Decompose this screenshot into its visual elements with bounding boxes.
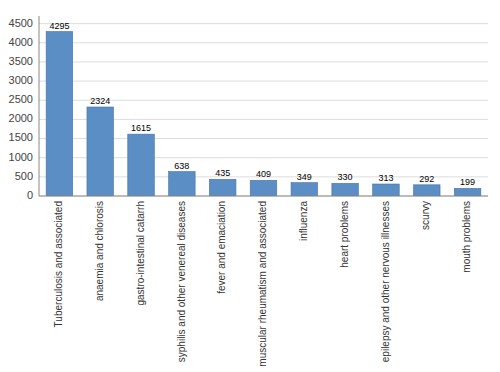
y-tick-label: 0 — [27, 189, 33, 201]
y-axis-line — [39, 16, 40, 196]
bar — [373, 184, 400, 196]
bars — [46, 32, 481, 196]
y-tick-label: 2000 — [9, 112, 33, 124]
chart: 0 500 1000 1500 2000 2500 3000 3500 4000 4500 4295… — [0, 0, 500, 372]
x-tick-label: scurvy — [420, 201, 431, 230]
data-label: 292 — [419, 174, 434, 184]
data-label: 313 — [378, 173, 393, 183]
x-tick-label: syphilis and other venereal diseases — [176, 201, 187, 362]
grid-line — [39, 42, 488, 43]
y-axis-ticks: 0 500 1000 1500 2000 2500 3000 3500 4000 4500 — [9, 17, 33, 201]
bar — [454, 188, 481, 196]
x-tick-label: heart problems — [339, 201, 350, 268]
bar — [87, 107, 114, 196]
y-tick-label: 500 — [15, 170, 33, 182]
bar — [128, 134, 155, 196]
y-tick-label: 1000 — [9, 151, 33, 163]
y-tick-label: 4500 — [9, 17, 33, 29]
data-label: 409 — [256, 169, 271, 179]
x-tick-label: Tuberculosis and associated — [53, 201, 64, 327]
bar — [46, 32, 73, 196]
x-axis-labels: Tuberculosis and associated anaemia and c… — [53, 201, 472, 367]
x-axis-line — [39, 196, 488, 197]
grid-line — [39, 196, 488, 197]
data-labels: 4295 2324 1615 638 435 409 349 330 313 292 199 — [49, 21, 475, 188]
data-label: 349 — [297, 172, 312, 182]
data-label: 2324 — [90, 96, 110, 106]
background — [0, 0, 500, 372]
grid-line — [39, 23, 488, 24]
bar — [209, 179, 236, 196]
data-label: 330 — [338, 172, 353, 182]
bar — [169, 172, 196, 196]
data-label: 435 — [215, 168, 230, 178]
data-label: 638 — [174, 161, 189, 171]
y-tick-label: 2500 — [9, 93, 33, 105]
x-tick-label: influenza — [298, 201, 309, 241]
x-tick-label: muscular rheumatism and associated — [257, 201, 268, 367]
bar — [250, 180, 277, 196]
grid — [39, 24, 488, 196]
data-label: 1615 — [131, 123, 151, 133]
bar — [291, 183, 318, 196]
x-tick-label: fever and emaciation — [216, 201, 227, 294]
bar — [332, 183, 359, 196]
bar — [414, 185, 441, 196]
x-tick-label: gastro-intestinal catarrh — [135, 201, 146, 306]
x-tick-label: mouth problems — [461, 201, 472, 273]
y-tick-label: 3500 — [9, 55, 33, 67]
x-tick-label: anaemia and chlorosis — [94, 201, 105, 301]
x-tick-label: epilepsy and other nervous illnesses — [380, 201, 391, 362]
y-tick-label: 4000 — [9, 36, 33, 48]
grid-line — [39, 81, 488, 82]
data-label: 4295 — [49, 21, 69, 31]
y-tick-label: 3000 — [9, 74, 33, 86]
grid-line — [39, 61, 488, 62]
data-label: 199 — [460, 177, 475, 187]
y-tick-label: 1500 — [9, 131, 33, 143]
